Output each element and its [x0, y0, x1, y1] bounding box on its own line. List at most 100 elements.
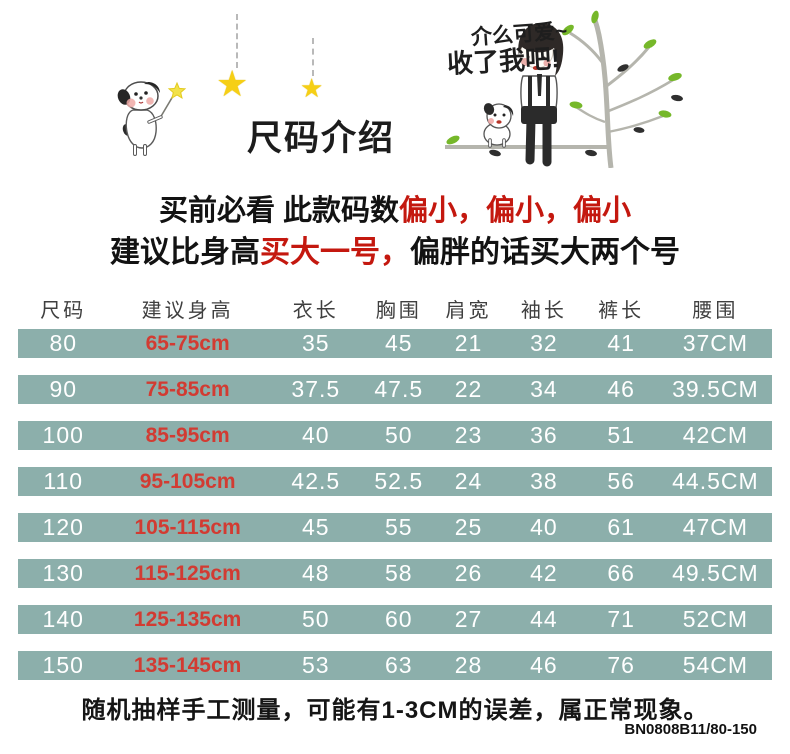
measure-cell: 56: [607, 468, 635, 494]
measure-cell: 44.5CM: [672, 468, 759, 494]
measure-cell: 53: [302, 652, 330, 678]
measure-cell: 50: [384, 422, 413, 448]
warning-line2-black-suffix: 偏胖的话买大两个号: [410, 236, 680, 269]
measure-cell: 37CM: [682, 330, 749, 356]
warning-line2-black-prefix: 建议比身高: [110, 236, 260, 269]
measure-cell: 36: [530, 422, 558, 448]
star-string: [236, 14, 238, 68]
size-cell: 140: [42, 606, 84, 632]
speech-text-line2: 收了我吧!: [446, 43, 561, 79]
header-cell: 袖长: [520, 300, 567, 322]
header-cell: 腰围: [692, 300, 739, 322]
header-cell: 尺码: [40, 300, 87, 322]
measure-cell: 42.5: [291, 468, 341, 494]
measure-cell: 45: [302, 514, 330, 540]
measure-cell: 35: [302, 330, 330, 356]
warning-line1-red: 偏小，偏小，偏小: [399, 195, 632, 227]
header-cell: 肩宽: [445, 300, 492, 322]
measure-cell: 47CM: [682, 514, 749, 540]
measure-cell: 23: [454, 422, 483, 448]
measure-cell: 61: [607, 514, 635, 540]
measure-cell: 66: [607, 560, 635, 586]
measure-cell: 52.5: [374, 468, 424, 494]
measure-cell: 41: [607, 330, 635, 356]
size-cell: 80: [49, 330, 78, 356]
measure-cell: 40: [530, 514, 558, 540]
height-cell: 125-135cm: [133, 607, 242, 631]
measure-cell: 42CM: [682, 422, 749, 448]
measure-cell: 46: [530, 652, 558, 678]
hero-decoration-area: ★ ★ 尺码介绍: [0, 0, 790, 175]
table-row: 100 85-95cm 40 50 23 36 51 42CM: [18, 421, 772, 450]
measure-cell: 34: [530, 376, 558, 402]
measure-cell: 50: [302, 606, 330, 632]
measure-cell: 22: [454, 376, 483, 402]
measure-cell: 44: [530, 606, 558, 632]
measure-cell: 48: [302, 560, 330, 586]
measure-cell: 54CM: [682, 652, 749, 678]
height-cell: 85-95cm: [145, 423, 230, 447]
table-row: 120 105-115cm 45 55 25 40 61 47CM: [18, 513, 772, 542]
wand-star-icon: [167, 81, 187, 100]
table-row: 150 135-145cm 53 63 28 46 76 54CM: [18, 651, 772, 680]
size-cell: 110: [43, 468, 84, 494]
measure-cell: 21: [454, 330, 483, 356]
size-cell: 100: [42, 422, 84, 448]
girl-and-dog-tree-illustration: [445, 10, 683, 168]
measure-cell: 76: [607, 652, 635, 678]
measure-cell: 27: [454, 606, 483, 632]
table-body: 80 65-75cm 35 45 21 32 41 37CM 90 75-85cm 37.5 47.5…: [18, 329, 772, 697]
puppy-wand-icon: [117, 81, 187, 156]
measure-cell: 26: [454, 560, 483, 586]
measure-cell: 58: [384, 560, 413, 586]
measure-cell: 45: [384, 330, 413, 356]
warning-line1-black: 买前必看 此款码数: [158, 195, 400, 227]
measure-cell: 63: [384, 652, 413, 678]
product-code: BN0808B11/80-150: [624, 721, 757, 738]
height-cell: 65-75cm: [145, 331, 230, 355]
measurement-note: 随机抽样手工测量，可能有1-3CM的误差，属正常现象。: [81, 697, 709, 724]
measure-cell: 55: [384, 514, 413, 540]
size-cell: 130: [42, 560, 84, 586]
measure-cell: 51: [607, 422, 635, 448]
hanging-star-icon: ★: [300, 73, 324, 103]
hanging-star-icon: ★: [216, 63, 249, 104]
header-cell: 建议身高: [141, 300, 234, 322]
header-cell: 胸围: [375, 300, 422, 322]
measure-cell: 28: [454, 652, 483, 678]
measure-cell: 37.5: [291, 376, 341, 402]
measure-cell: 24: [454, 468, 483, 494]
size-cell: 150: [42, 652, 84, 678]
height-cell: 75-85cm: [145, 377, 230, 401]
measure-cell: 42: [530, 560, 558, 586]
measure-cell: 60: [384, 606, 413, 632]
warning-line2-red: 买大一号，: [260, 236, 410, 269]
height-cell: 115-125cm: [134, 561, 241, 585]
header-cell: 衣长: [292, 300, 339, 322]
measure-cell: 40: [302, 422, 330, 448]
table-row: 140 125-135cm 50 60 27 44 71 52CM: [18, 605, 772, 634]
warning-line-1: 买前必看 此款码数偏小，偏小，偏小: [0, 187, 790, 229]
measure-cell: 52CM: [682, 606, 749, 632]
table-row: 110 95-105cm 42.5 52.5 24 38 56 44.5CM: [18, 467, 772, 496]
measure-cell: 39.5CM: [672, 376, 759, 402]
measure-cell: 25: [454, 514, 483, 540]
measure-cell: 71: [607, 606, 635, 632]
table-header-row: 尺码 建议身高 衣长 胸围 肩宽 袖长 裤长 腰围: [18, 294, 772, 323]
header-cell: 裤长: [598, 300, 645, 322]
table-row: 90 75-85cm 37.5 47.5 22 34 46 39.5CM: [18, 375, 772, 404]
table-row: 80 65-75cm 35 45 21 32 41 37CM: [18, 329, 772, 358]
page-title: 尺码介绍: [247, 119, 396, 158]
measure-cell: 47.5: [374, 376, 424, 402]
star-string: [312, 38, 314, 76]
size-cell: 120: [42, 514, 84, 540]
measure-cell: 32: [530, 330, 558, 356]
height-cell: 95-105cm: [139, 469, 236, 493]
size-cell: 90: [49, 376, 78, 402]
measure-cell: 46: [607, 376, 635, 402]
height-cell: 135-145cm: [133, 653, 242, 677]
height-cell: 105-115cm: [134, 515, 241, 539]
table-row: 130 115-125cm 48 58 26 42 66 49.5CM: [18, 559, 772, 588]
measure-cell: 49.5CM: [672, 560, 759, 586]
